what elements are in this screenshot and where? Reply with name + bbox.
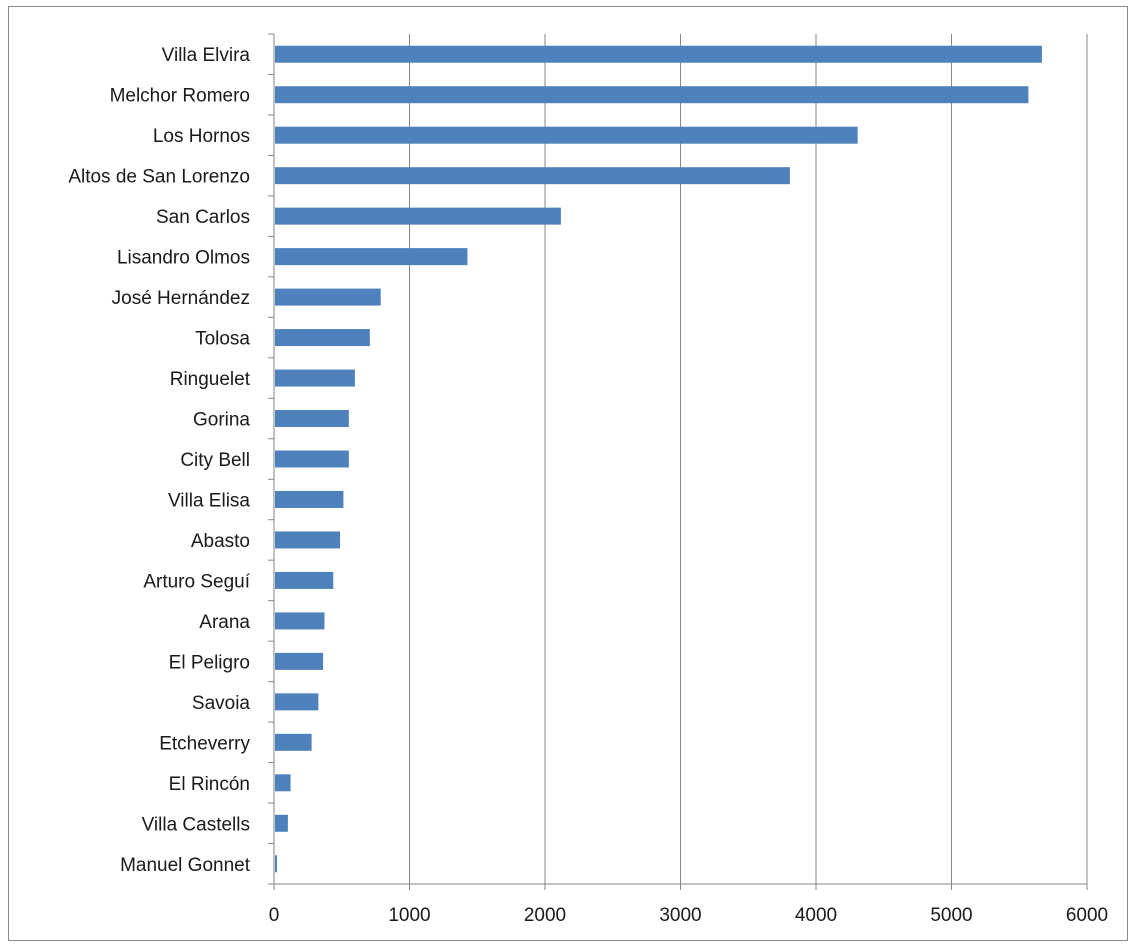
- x-tick-label: 3000: [659, 905, 701, 926]
- bar-gorina: [275, 410, 349, 428]
- x-tick-label: 4000: [795, 905, 837, 926]
- bar-manuel-gonnet: [275, 855, 278, 873]
- chart-frame: [8, 6, 1128, 941]
- category-label: El Rincón: [169, 774, 250, 795]
- category-label: Ringuelet: [170, 369, 251, 390]
- category-label: Lisandro Olmos: [117, 248, 250, 269]
- bar-ringuelet: [275, 369, 355, 387]
- bar-jos-hern-ndez: [275, 288, 381, 306]
- bar-villa-elvira: [275, 45, 1042, 63]
- category-labels: Villa Elvira Melchor Romero Los Hornos Alto…: [68, 45, 250, 876]
- category-label: Altos de San Lorenzo: [68, 167, 250, 188]
- category-label: Villa Elisa: [168, 490, 250, 511]
- bar-el-rinc-n: [275, 774, 291, 792]
- category-label: El Peligro: [169, 652, 250, 673]
- x-tick-label: 2000: [524, 905, 566, 926]
- bar-villa-castells: [275, 814, 288, 832]
- bar-city-bell: [275, 450, 349, 468]
- bar-altos-de-san-lorenzo: [275, 167, 790, 185]
- category-label: Melchor Romero: [110, 86, 250, 107]
- category-label: José Hernández: [112, 288, 250, 309]
- category-label: Etcheverry: [159, 733, 250, 754]
- category-label: Arana: [199, 612, 250, 633]
- bar-abasto: [275, 531, 341, 549]
- bar-etcheverry: [275, 733, 312, 751]
- category-label: Villa Castells: [142, 814, 250, 835]
- category-label: Arturo Seguí: [143, 571, 250, 592]
- category-label: Savoia: [192, 693, 251, 714]
- bars: [275, 45, 1042, 873]
- bar-tolosa: [275, 329, 370, 347]
- bar-san-carlos: [275, 207, 561, 225]
- x-tick-label: 6000: [1066, 905, 1108, 926]
- axes: [268, 33, 1088, 890]
- category-label: Abasto: [191, 531, 250, 552]
- bar-savoia: [275, 693, 319, 711]
- category-label: Tolosa: [195, 329, 250, 350]
- category-label: City Bell: [180, 450, 250, 471]
- category-label: San Carlos: [156, 207, 250, 228]
- bar-arturo-segu-: [275, 571, 334, 589]
- x-tick-label: 5000: [930, 905, 972, 926]
- bar-melchor-romero: [275, 86, 1029, 104]
- bar-arana: [275, 612, 325, 630]
- category-label: Gorina: [193, 410, 250, 431]
- gridlines: [409, 34, 1088, 884]
- bar-villa-elisa: [275, 490, 344, 508]
- bar-los-hornos: [275, 126, 858, 144]
- x-tick-label: 1000: [388, 905, 430, 926]
- category-label: Manuel Gonnet: [120, 855, 251, 876]
- category-label: Villa Elvira: [162, 45, 251, 66]
- x-tick-label: 0: [269, 905, 280, 926]
- bar-el-peligro: [275, 652, 324, 670]
- bar-lisandro-olmos: [275, 248, 468, 266]
- tick-labels: 0 1000 2000 3000 4000 5000 6000: [269, 905, 1108, 926]
- category-label: Los Hornos: [153, 126, 250, 147]
